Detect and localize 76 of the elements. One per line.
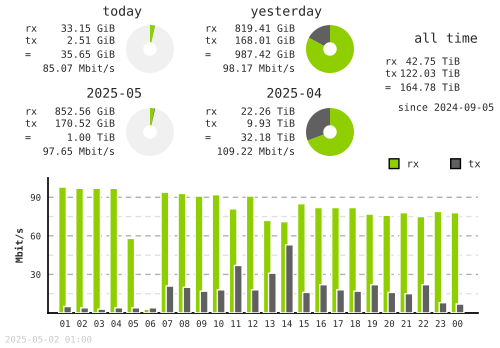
chart-title: today [103, 6, 142, 18]
chart-title: 2025-05 [87, 88, 141, 98]
text: tx [26, 120, 37, 127]
text: all time [415, 32, 477, 43]
text: 98.17 Mbit/s [223, 64, 294, 73]
text: 32.18 TiB [241, 133, 295, 141]
text: 2.51 GiB [68, 36, 115, 44]
x-tick-label: 12 [248, 320, 258, 327]
text: 164.78 TiB [401, 83, 460, 91]
text: = [205, 136, 211, 140]
x-tick-label: 21 [402, 320, 412, 327]
x-tick-label: 18 [350, 320, 360, 327]
x-tick-label: 20 [384, 320, 394, 327]
x-tick-label: 13 [265, 320, 275, 327]
donut-slice [126, 25, 174, 73]
text: = [25, 136, 31, 140]
text: rx [206, 26, 217, 32]
text: 35.65 GiB [61, 50, 115, 58]
y-tick-label: 90 [30, 194, 40, 201]
text: 1.00 TiB [68, 133, 115, 141]
text: 33.15 GiB [61, 24, 115, 32]
x-tick-label: 23 [436, 320, 446, 327]
text: tx [206, 36, 217, 44]
text: = [205, 53, 211, 56]
x-tick-label: 07 [162, 320, 172, 327]
text: 170.52 GiB [56, 119, 115, 127]
x-tick-label: 08 [180, 320, 190, 327]
text: 22.26 TiB [242, 107, 295, 115]
donut-slice [306, 25, 354, 73]
x-tick-label: 16 [316, 320, 326, 327]
text: 97.65 Mbit/s [43, 147, 114, 156]
chart-title: yesterday [251, 6, 322, 18]
x-tick-label: 11 [231, 320, 241, 327]
text: 85.07 Mbit/s [43, 64, 114, 73]
x-tick-label: 09 [196, 320, 206, 327]
y-axis-title: Mbit/s [14, 228, 24, 263]
legend-label: tx [468, 160, 480, 168]
text: rx [386, 59, 397, 65]
x-tick-label: 04 [111, 320, 122, 327]
text: 109.22 Mbit/s [218, 147, 294, 156]
x-tick-label: 10 [214, 320, 224, 327]
text: 819.41 GiB [235, 24, 295, 32]
text: tx [206, 120, 217, 127]
text: rx [26, 109, 37, 115]
legend-label: rx [408, 162, 419, 168]
text: 9.93 TiB [247, 119, 295, 127]
x-tick-label: 00 [452, 320, 462, 327]
x-tick-label: 05 [128, 320, 138, 327]
x-tick-label: 15 [300, 320, 309, 327]
x-tick-label: 03 [94, 320, 104, 327]
text: = [25, 53, 31, 56]
text: 168.01 GiB [236, 36, 295, 44]
donut-slice [308, 108, 354, 156]
donut-slice [306, 108, 330, 141]
y-tick-label: 60 [30, 232, 40, 240]
text: 42.75 TiB [406, 57, 460, 65]
donut-slice [126, 108, 174, 156]
text: 852.56 GiB [55, 107, 115, 115]
text: = [385, 86, 391, 90]
x-tick-label: 22 [418, 320, 428, 327]
text: tx [386, 70, 397, 77]
text: 987.42 GiB [235, 50, 295, 58]
text: 122.03 TiB [401, 69, 460, 77]
x-tick-label: 17 [334, 320, 343, 327]
x-tick-label: 14 [282, 320, 292, 327]
x-tick-label: 06 [146, 320, 156, 327]
chart-title: 2025-04 [267, 88, 322, 98]
y-tick-label: 30 [30, 271, 40, 278]
text: rx [26, 26, 37, 32]
text: rx [206, 109, 217, 115]
x-tick-label: 02 [77, 320, 87, 327]
x-tick-label: 19 [368, 320, 378, 327]
donut-slice [308, 25, 330, 46]
text: since 2024-09-05 [398, 103, 494, 111]
x-tick-label: 01 [60, 320, 70, 327]
text: tx [26, 36, 37, 44]
